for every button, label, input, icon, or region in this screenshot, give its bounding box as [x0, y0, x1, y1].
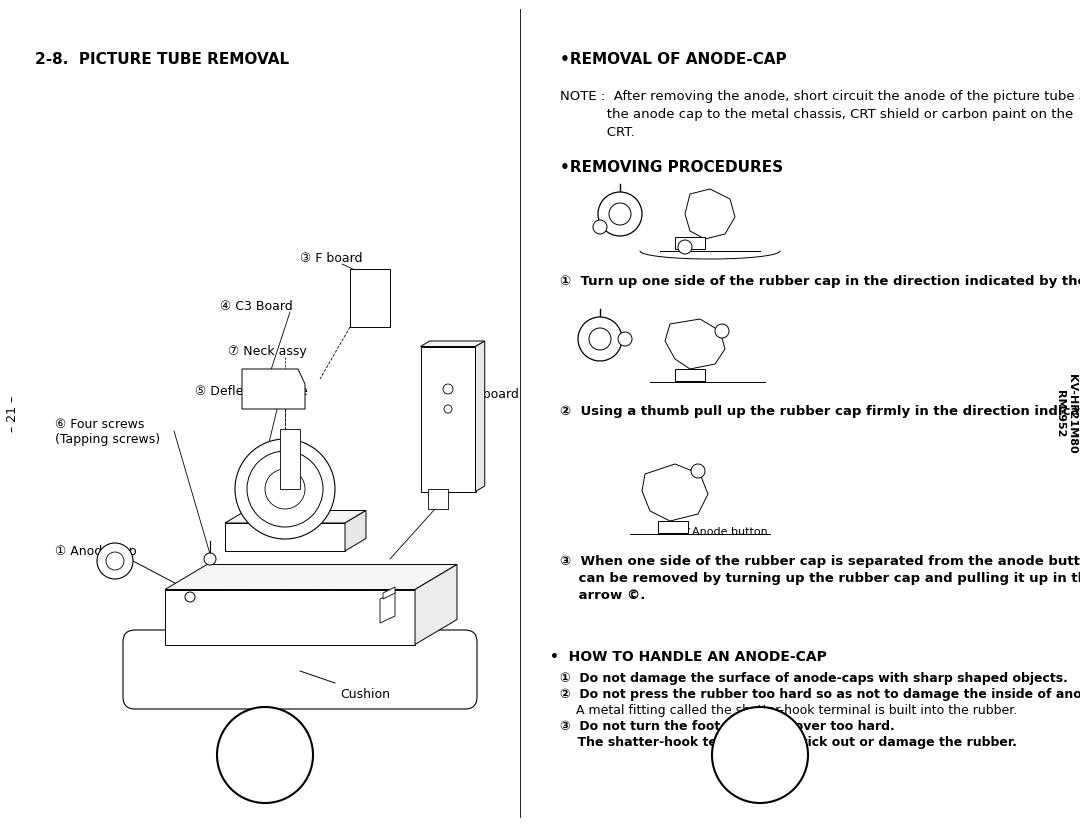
Bar: [675, 237, 705, 250]
Circle shape: [265, 470, 305, 509]
Text: CRT.: CRT.: [561, 126, 635, 139]
Text: can be removed by turning up the rubber cap and pulling it up in the direction o: can be removed by turning up the rubber …: [561, 571, 1080, 585]
Circle shape: [247, 452, 323, 528]
Text: – 21 –: – 21 –: [5, 395, 18, 432]
Text: KV-HF21M80
RM-952: KV-HF21M80 RM-952: [1055, 374, 1077, 453]
Text: The shatter-hook terminal will stick out or damage the rubber.: The shatter-hook terminal will stick out…: [561, 735, 1017, 748]
Circle shape: [691, 465, 705, 479]
Text: ①  Do not damage the surface of anode-caps with sharp shaped objects.: ① Do not damage the surface of anode-cap…: [561, 672, 1068, 684]
Polygon shape: [350, 270, 390, 327]
Text: A metal fitting called the shatter-hook terminal is built into the rubber.: A metal fitting called the shatter-hook …: [561, 703, 1017, 716]
Polygon shape: [165, 565, 457, 590]
Text: ⑥ Four screws
(Tapping screws): ⑥ Four screws (Tapping screws): [55, 418, 160, 446]
Text: 2-8.  PICTURE TUBE REMOVAL: 2-8. PICTURE TUBE REMOVAL: [35, 52, 289, 67]
Text: •REMOVING PROCEDURES: •REMOVING PROCEDURES: [561, 160, 783, 174]
Circle shape: [593, 221, 607, 235]
Polygon shape: [420, 347, 475, 492]
Circle shape: [235, 439, 335, 539]
Polygon shape: [280, 429, 300, 490]
Text: Cushion: Cushion: [340, 687, 390, 700]
Polygon shape: [428, 490, 448, 509]
Circle shape: [444, 405, 453, 414]
Text: ②  Do not press the rubber too hard so as not to damage the inside of anode-cap.: ② Do not press the rubber too hard so as…: [561, 687, 1080, 700]
Polygon shape: [225, 523, 345, 552]
Text: ③  Do not turn the foot of rubber over too hard.: ③ Do not turn the foot of rubber over to…: [561, 719, 894, 732]
Polygon shape: [475, 342, 485, 492]
Text: ①  Turn up one side of the rubber cap in the direction indicated by the arrow ⓐ.: ① Turn up one side of the rubber cap in …: [561, 275, 1080, 288]
Bar: [658, 521, 688, 533]
Polygon shape: [242, 370, 305, 409]
Circle shape: [185, 592, 195, 602]
Text: ③ F board: ③ F board: [300, 251, 363, 265]
Polygon shape: [225, 511, 366, 523]
Circle shape: [618, 332, 632, 347]
Text: b: b: [719, 327, 725, 337]
Polygon shape: [380, 592, 395, 624]
Circle shape: [598, 193, 642, 237]
Text: ②  Using a thumb pull up the rubber cap firmly in the direction indicated by the: ② Using a thumb pull up the rubber cap f…: [561, 404, 1080, 418]
Text: c: c: [696, 467, 701, 477]
Polygon shape: [420, 342, 485, 347]
Text: Anode button: Anode button: [692, 526, 768, 537]
FancyBboxPatch shape: [123, 630, 477, 709]
Text: ⑦ Neck assy: ⑦ Neck assy: [228, 345, 307, 357]
Circle shape: [443, 385, 453, 394]
Circle shape: [678, 241, 692, 255]
Circle shape: [589, 328, 611, 351]
Text: a: a: [597, 224, 603, 234]
Text: arrow ©.: arrow ©.: [561, 588, 646, 601]
Circle shape: [106, 552, 124, 571]
Circle shape: [578, 318, 622, 361]
Polygon shape: [383, 587, 395, 600]
Text: the anode cap to the metal chassis, CRT shield or carbon paint on the: the anode cap to the metal chassis, CRT …: [561, 108, 1074, 121]
Polygon shape: [685, 189, 735, 240]
Text: ② A board: ② A board: [455, 388, 518, 400]
Text: ⑤ Deflection yoke: ⑤ Deflection yoke: [195, 385, 308, 398]
Circle shape: [97, 543, 133, 579]
Polygon shape: [415, 565, 457, 645]
Text: •  HOW TO HANDLE AN ANODE-CAP: • HOW TO HANDLE AN ANODE-CAP: [550, 649, 827, 663]
Text: ① Anode cap: ① Anode cap: [55, 544, 137, 557]
Circle shape: [715, 325, 729, 338]
Text: ③  When one side of the rubber cap is separated from the anode button,  the anod: ③ When one side of the rubber cap is sep…: [561, 554, 1080, 567]
Circle shape: [217, 707, 313, 803]
Circle shape: [204, 553, 216, 566]
Text: b: b: [622, 336, 629, 346]
Text: a: a: [681, 244, 688, 254]
Bar: [675, 370, 705, 381]
Polygon shape: [345, 511, 366, 552]
Circle shape: [609, 203, 631, 226]
Text: NOTE :  After removing the anode, short circuit the anode of the picture tube an: NOTE : After removing the anode, short c…: [561, 90, 1080, 103]
Polygon shape: [665, 319, 725, 370]
Text: ④ C3 Board: ④ C3 Board: [220, 299, 293, 313]
Polygon shape: [642, 465, 708, 521]
Polygon shape: [165, 590, 415, 645]
Circle shape: [712, 707, 808, 803]
Text: •REMOVAL OF ANODE-CAP: •REMOVAL OF ANODE-CAP: [561, 52, 786, 67]
